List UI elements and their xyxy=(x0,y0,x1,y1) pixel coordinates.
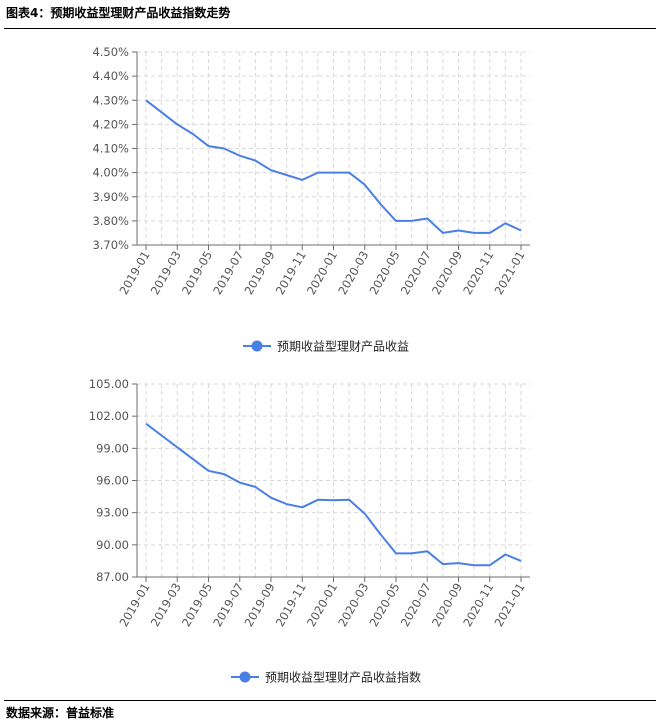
x-tick-label: 2021-01 xyxy=(491,581,527,630)
bottom-rule xyxy=(4,700,656,701)
legend-item: 预期收益型理财产品收益 xyxy=(243,340,409,354)
y-tick-label: 4.50% xyxy=(92,45,129,59)
y-tick-label: 99.00 xyxy=(96,441,129,455)
y-tick-label: 93.00 xyxy=(96,506,129,520)
y-tick-label: 3.70% xyxy=(92,238,129,252)
y-tick-label: 4.40% xyxy=(92,69,129,83)
y-tick-label: 3.90% xyxy=(92,190,129,204)
y-tick-label: 90.00 xyxy=(96,538,129,552)
legend-marker-icon xyxy=(251,340,263,352)
y-tick-label: 105.00 xyxy=(89,377,129,391)
y-tick-label: 4.10% xyxy=(92,142,129,156)
y-tick-label: 4.30% xyxy=(92,93,129,107)
legend-label: 预期收益型理财产品收益指数 xyxy=(265,670,421,685)
source-note: 数据来源：普益标准 xyxy=(6,706,115,720)
legend-label: 预期收益型理财产品收益 xyxy=(277,340,409,354)
y-tick-label: 4.20% xyxy=(92,117,129,131)
chart-1: 3.70% 3.80% 3.90% 4.00% 4.10% 4.20% 4.30% 4.40%… xyxy=(92,45,530,354)
legend-marker-icon xyxy=(239,671,251,683)
y-tick-label: 102.00 xyxy=(89,409,129,423)
legend-item: 预期收益型理财产品收益指数 xyxy=(231,670,421,685)
y-tick-label: 87.00 xyxy=(96,570,129,584)
y-tick-label: 96.00 xyxy=(96,474,129,488)
y-tick-label: 3.80% xyxy=(92,214,129,228)
figure-title: 图表4：预期收益型理财产品收益指数走势 xyxy=(6,6,231,20)
series-line xyxy=(145,422,522,567)
chart-2: 87.0090.0093.0096.0099.00102.00105.00201… xyxy=(89,377,530,685)
y-tick-label: 4.00% xyxy=(92,166,129,180)
x-tick-label: 2021-01 xyxy=(491,249,527,298)
top-rule xyxy=(4,28,656,29)
